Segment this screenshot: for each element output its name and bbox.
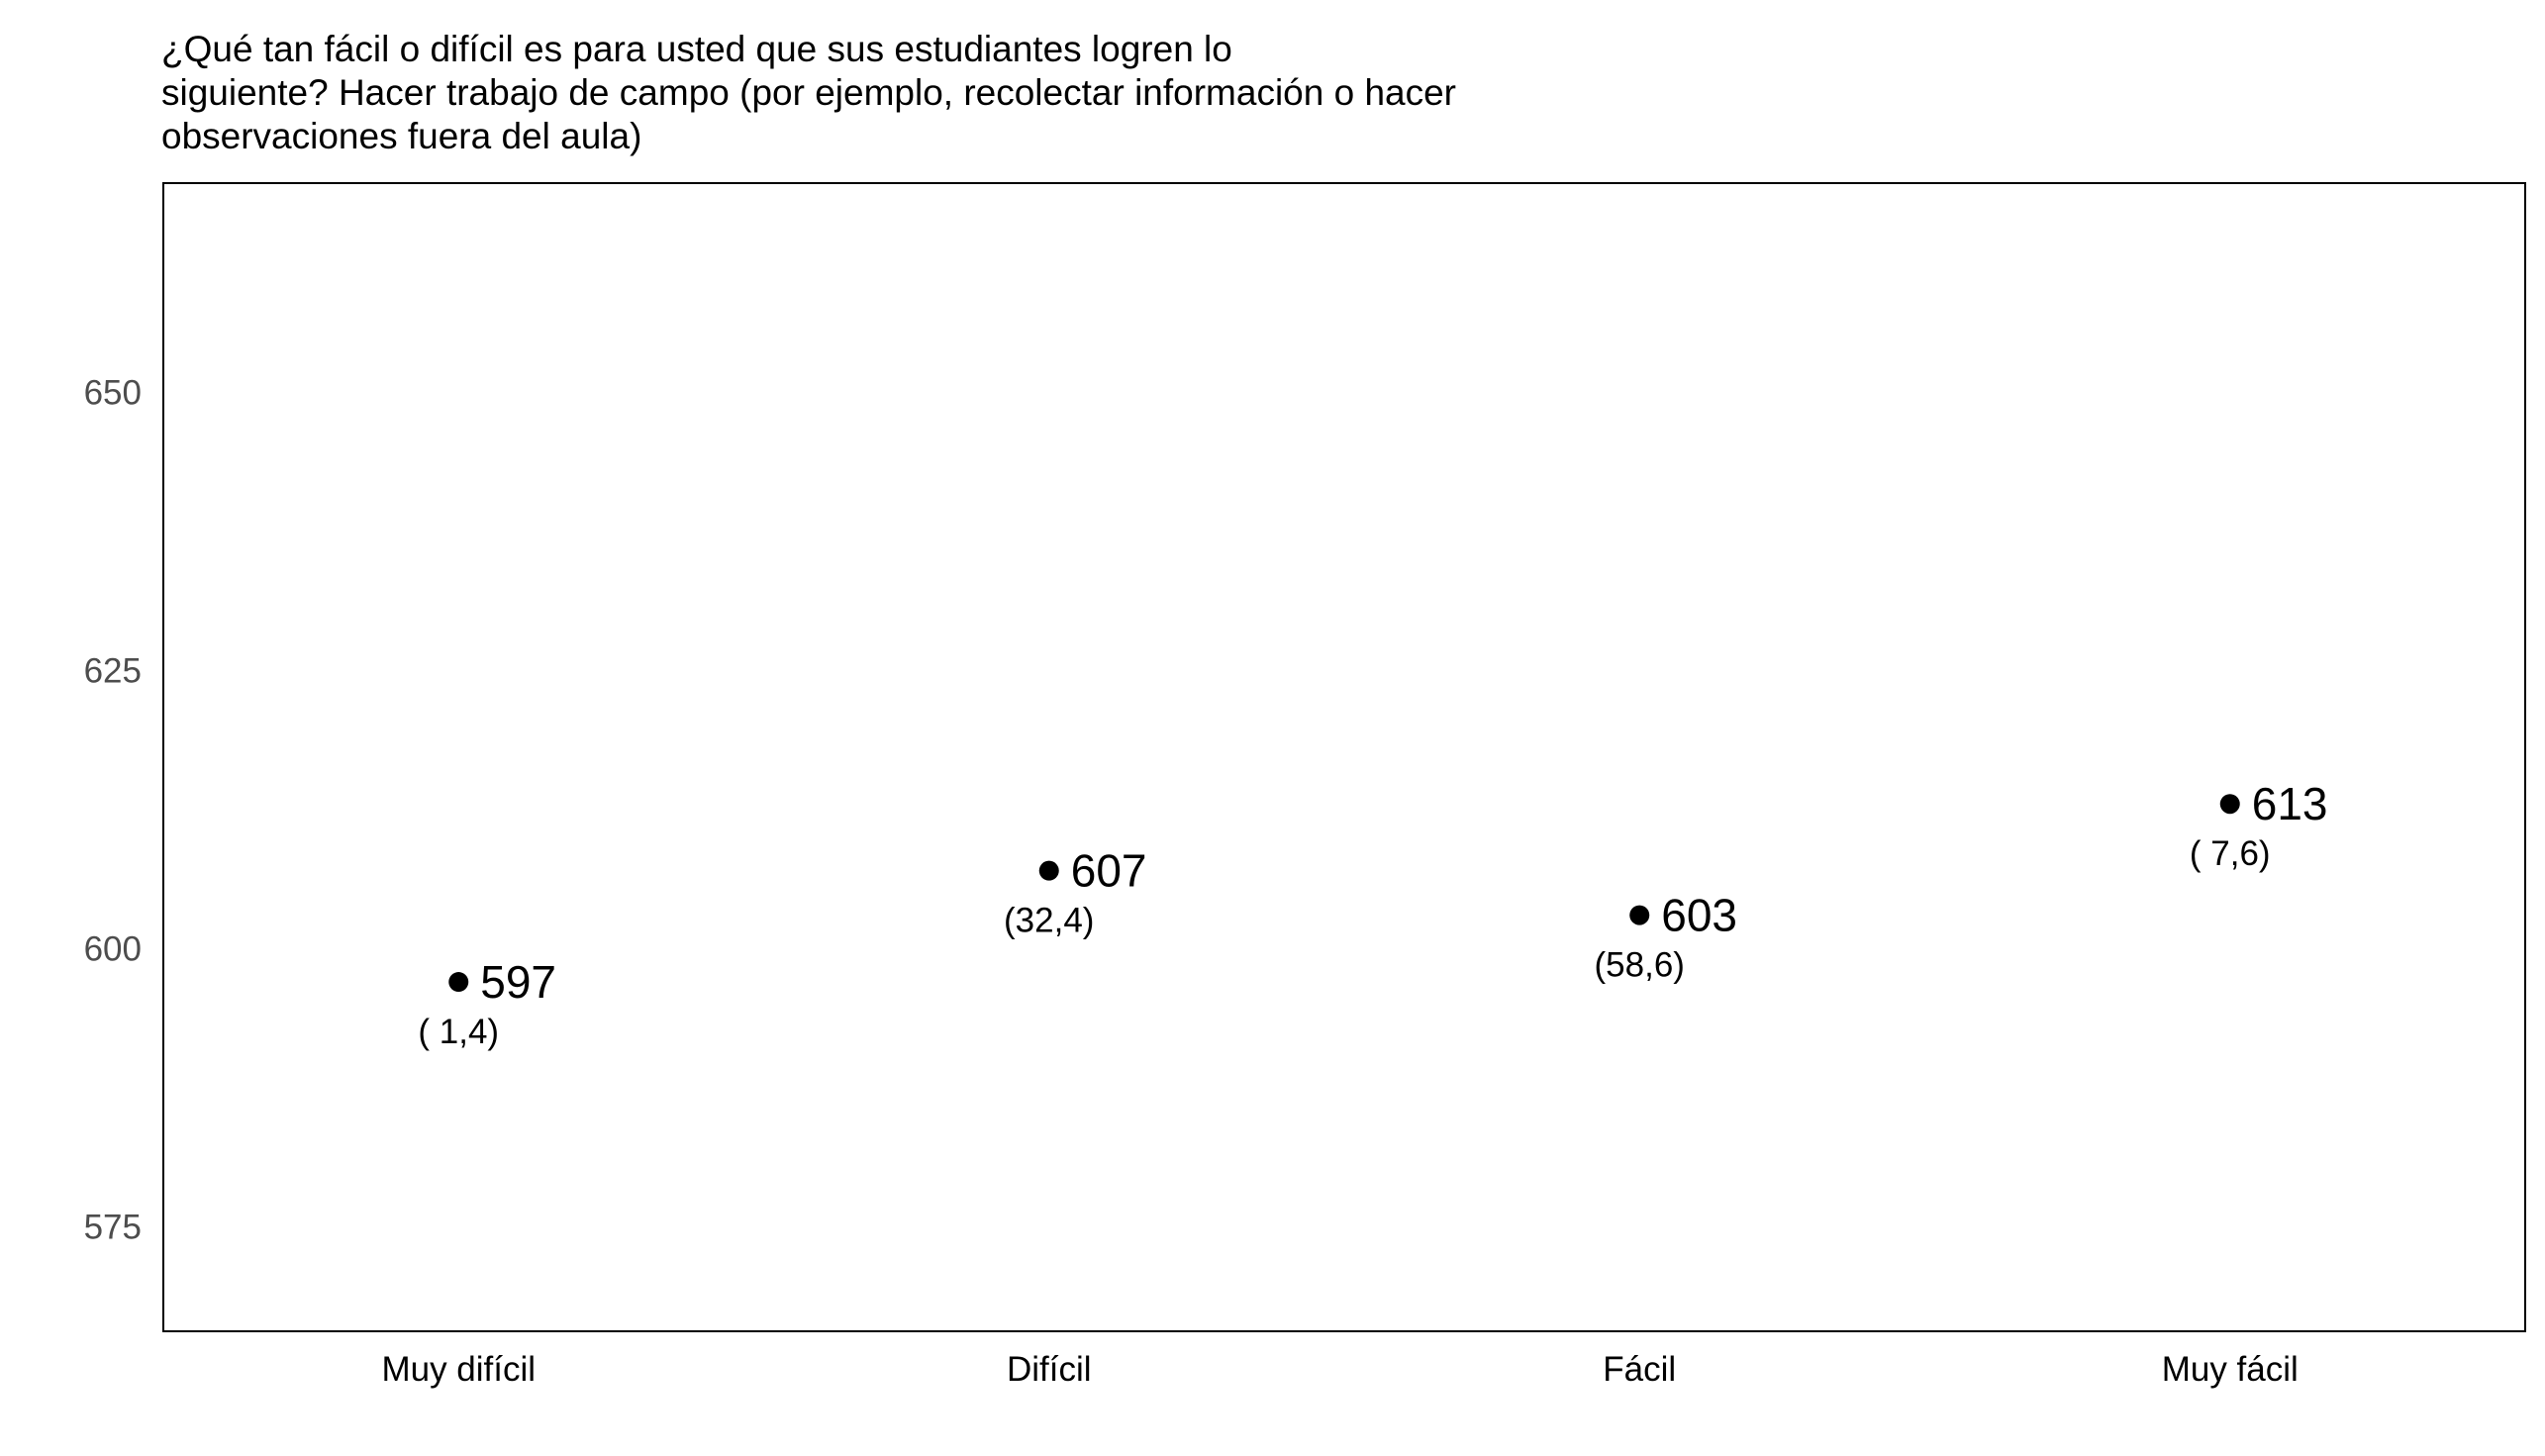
chart-title-line-2: siguiente? Hacer trabajo de campo (por e… — [161, 72, 1457, 113]
data-value-label: 607 — [1071, 845, 1147, 897]
data-points: 597 ( 1,4) 607 (32,4) 603 (58,6) 613 ( 7,6) — [418, 778, 2327, 1051]
y-axis: 575 600 625 650 — [84, 373, 142, 1246]
x-axis: Muy difícil Difícil Fácil Muy fácil — [381, 1350, 2298, 1389]
x-tick-label: Fácil — [1603, 1350, 1676, 1389]
data-secondary-label: ( 1,4) — [418, 1013, 499, 1051]
plot-frame — [162, 182, 2526, 1332]
y-tick-label: 650 — [84, 373, 142, 412]
x-tick-label: Muy fácil — [2162, 1350, 2299, 1389]
data-secondary-label: (58,6) — [1595, 946, 1685, 985]
data-value-label: 613 — [2252, 778, 2328, 829]
data-point — [1629, 905, 1650, 925]
y-tick-label: 625 — [84, 651, 142, 690]
chart-title: ¿Qué tan fácil o difícil es para usted q… — [161, 28, 1646, 158]
x-tick-label: Difícil — [1007, 1350, 1092, 1389]
data-point — [1038, 860, 1059, 881]
y-tick-label: 600 — [84, 929, 142, 968]
data-value-label: 597 — [480, 956, 556, 1008]
chart-title-line-3: observaciones fuera del aula) — [161, 116, 642, 156]
data-secondary-label: ( 7,6) — [2190, 834, 2271, 873]
x-tick-label: Muy difícil — [381, 1350, 536, 1389]
y-tick-label: 575 — [84, 1208, 142, 1246]
data-secondary-label: (32,4) — [1004, 902, 1094, 940]
data-point — [2219, 794, 2240, 815]
data-point — [448, 972, 469, 993]
chart-title-line-1: ¿Qué tan fácil o difícil es para usted q… — [161, 29, 1232, 69]
data-value-label: 603 — [1661, 890, 1737, 941]
